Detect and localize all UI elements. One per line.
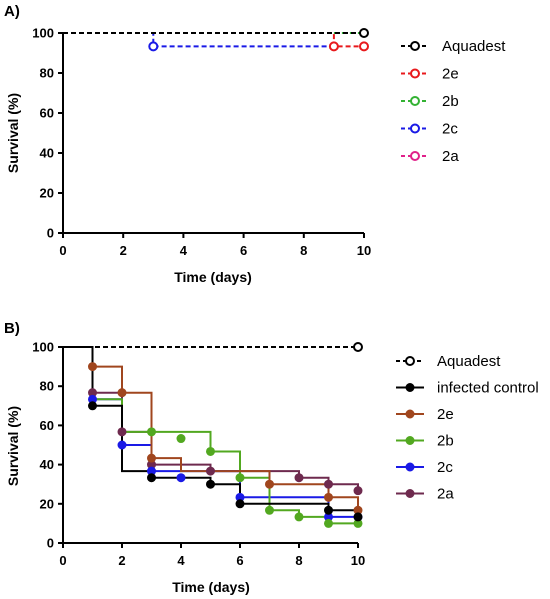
panel-b-label: B) — [4, 320, 20, 337]
panel-a-legend-marker — [410, 151, 420, 161]
panel-b-legend-label: 2c — [437, 459, 453, 476]
panel-b-data-point — [353, 342, 363, 352]
panel-b-data-point — [88, 401, 97, 411]
panel-b-data-point — [206, 466, 215, 476]
panel-b-y-tick-label: 100 — [32, 340, 54, 355]
panel-b-data-point — [206, 446, 215, 456]
panel-b-data-point — [117, 440, 127, 450]
panel-b-data-point — [353, 486, 363, 496]
panel-b-legend-label: infected control — [437, 380, 539, 397]
panel-b-series-line-2a — [91, 347, 359, 491]
panel-b-data-point — [265, 479, 274, 489]
panel-b-legend-marker — [405, 462, 415, 472]
panel-b-y-tick-label: 60 — [40, 418, 54, 433]
panel-a-data-point — [148, 41, 159, 52]
panel-b-legend-marker — [405, 436, 415, 445]
panel-b-data-point — [235, 499, 245, 509]
panel-b-data-point — [294, 473, 304, 483]
panel-a-x-tick-label: 8 — [300, 243, 307, 258]
panel-b-xlabel: Time (days) — [172, 579, 250, 595]
panel-a-ylabel: Survival (%) — [5, 93, 21, 173]
panel-b-data-point — [265, 505, 274, 515]
panel-a-y-tick-label: 100 — [32, 26, 54, 41]
panel-b-x-tick-label: 10 — [351, 553, 365, 568]
panel-a-data-point — [359, 41, 369, 52]
panel-b-y-tick-label: 80 — [40, 379, 54, 394]
panel-a-legend-label: 2c — [442, 121, 458, 138]
panel-b-data-point — [324, 518, 333, 528]
panel-b-y-tick-label: 20 — [40, 496, 54, 511]
panel-b-data-point — [147, 427, 156, 437]
panel-b-data-point — [117, 388, 127, 398]
panel-b-legend-marker — [405, 383, 415, 392]
panel-b-y-tick-label: 0 — [47, 536, 54, 551]
panel-b-legend-label: 2e — [437, 406, 454, 423]
panel-a-x-tick-label: 0 — [59, 243, 66, 258]
panel-b-series-line-2e — [91, 347, 359, 511]
panel-a-legend-marker — [410, 68, 420, 79]
panel-a-series-line-2c — [63, 32, 334, 48]
panel-b-data-point — [147, 473, 156, 483]
panel-b-x-tick-label: 0 — [59, 553, 66, 568]
panel-a-xlabel: Time (days) — [174, 269, 252, 285]
panel-a-legend-marker — [410, 123, 420, 134]
panel-a-data-point — [359, 28, 369, 38]
panel-a-y-tick-label: 0 — [47, 226, 54, 241]
panel-b-legend-marker — [405, 356, 415, 366]
panel-b-data-point — [206, 479, 215, 489]
panel-b-legend-label: 2a — [437, 486, 454, 503]
panel-b-legend-marker — [405, 489, 415, 498]
panel-a-legend-label: 2a — [442, 148, 459, 165]
panel-a-legend-marker — [410, 41, 420, 51]
panel-b-data-point — [294, 512, 304, 522]
panel-a-label: A) — [4, 3, 20, 20]
panel-a-x-tick-label: 6 — [240, 243, 247, 258]
panel-b-data-point — [324, 492, 333, 502]
panel-a-legend-marker — [410, 96, 420, 106]
panel-b-y-tick-label: 40 — [40, 457, 54, 472]
panel-a-y-tick-label: 40 — [40, 146, 54, 161]
panel-a-legend-label: Aquadest — [442, 38, 506, 55]
panel-b-data-point — [324, 505, 333, 515]
panel-b-data-point — [324, 479, 333, 489]
panel-b-legend-marker — [405, 409, 415, 419]
panel-a-x-tick-label: 4 — [180, 243, 188, 258]
panel-b-data-point — [176, 434, 186, 444]
panel-b-data-point — [117, 427, 127, 437]
panel-b-legend-label: Aquadest — [437, 353, 501, 370]
panel-b-data-point — [235, 473, 245, 483]
panel-b-legend-label: 2b — [437, 433, 454, 450]
panel-a-x-tick-label: 10 — [357, 243, 371, 258]
panel-a-legend-label: 2e — [442, 66, 459, 83]
panel-b-data-point — [176, 473, 186, 483]
panel-b-ylabel: Survival (%) — [5, 406, 21, 486]
panel-a-y-tick-label: 60 — [40, 106, 54, 121]
panel-b-x-tick-label: 8 — [295, 553, 302, 568]
panel-a-x-tick-label: 2 — [120, 243, 127, 258]
panel-a-series-line-2e — [63, 32, 364, 48]
panel-b-x-tick-label: 2 — [118, 553, 125, 568]
panel-b-x-tick-label: 4 — [177, 553, 185, 568]
panel-b-data-point — [147, 453, 156, 463]
panel-a-data-point — [328, 41, 339, 52]
panel-b-x-tick-label: 6 — [236, 553, 243, 568]
panel-a-y-tick-label: 80 — [40, 66, 54, 81]
panel-a-legend-label: 2b — [442, 93, 459, 110]
panel-a-y-tick-label: 20 — [40, 186, 54, 201]
panel-b-data-point — [353, 512, 363, 522]
panel-b-data-point — [88, 362, 97, 372]
